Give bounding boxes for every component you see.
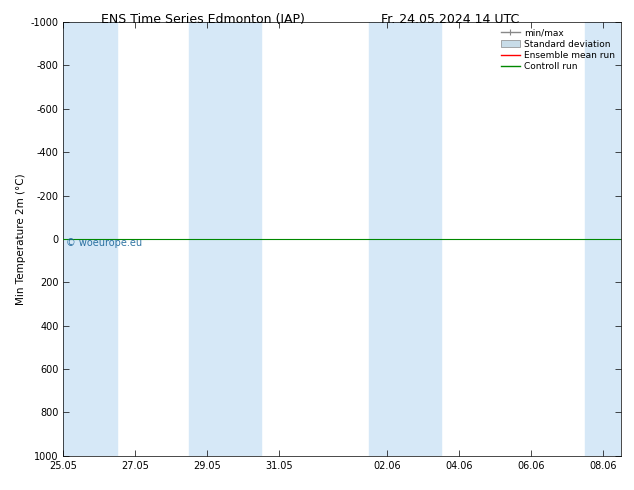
Y-axis label: Min Temperature 2m (°C): Min Temperature 2m (°C) <box>16 173 27 305</box>
Legend: min/max, Standard deviation, Ensemble mean run, Controll run: min/max, Standard deviation, Ensemble me… <box>499 26 617 73</box>
Bar <box>190 22 261 456</box>
Bar <box>370 22 441 456</box>
Text: Fr. 24.05.2024 14 UTC: Fr. 24.05.2024 14 UTC <box>381 13 519 26</box>
Text: ENS Time Series Edmonton (IAP): ENS Time Series Edmonton (IAP) <box>101 13 305 26</box>
Text: © woeurope.eu: © woeurope.eu <box>66 238 142 248</box>
Bar <box>585 22 621 456</box>
Bar <box>63 22 117 456</box>
